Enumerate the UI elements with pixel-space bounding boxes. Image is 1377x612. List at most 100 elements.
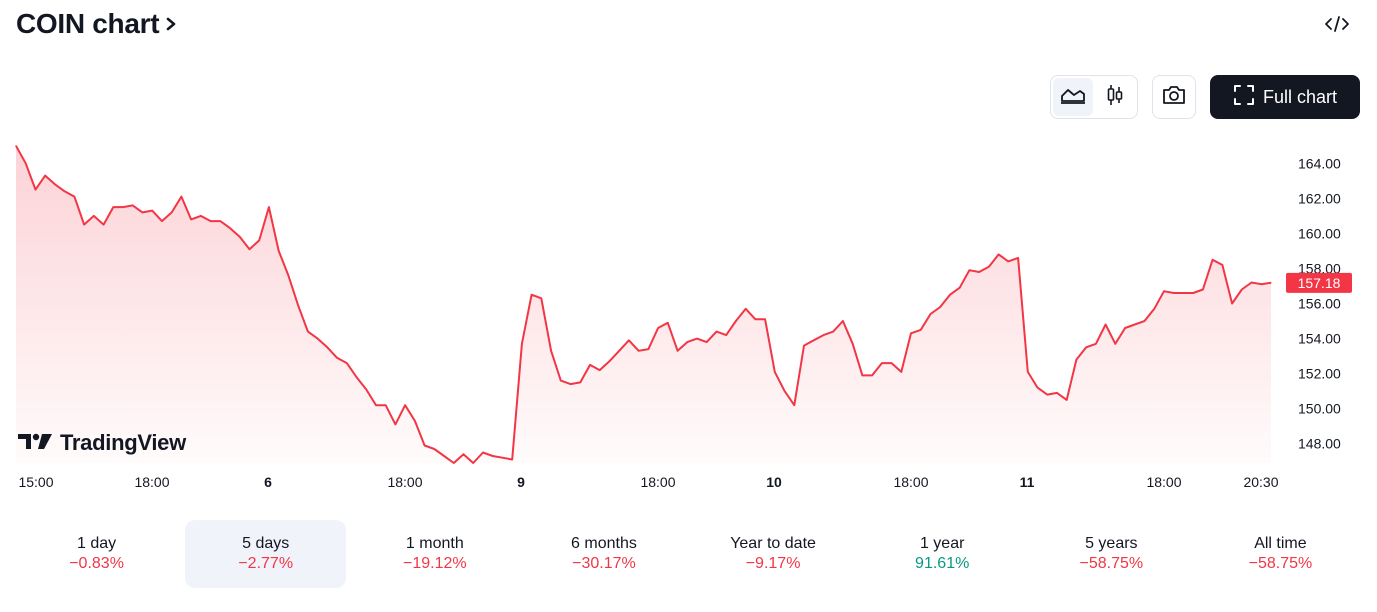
price-point <box>1212 259 1214 261</box>
period-change: −58.75% <box>1079 555 1144 572</box>
price-point <box>1056 392 1058 394</box>
chart-toolbar: Full chart <box>1050 75 1360 119</box>
price-point <box>618 350 620 352</box>
price-point <box>297 304 299 306</box>
price-point <box>521 343 523 345</box>
price-point <box>735 320 737 322</box>
area-chart-button[interactable] <box>1053 78 1093 116</box>
price-point <box>394 423 396 425</box>
code-icon <box>1324 14 1350 39</box>
last-price-badge <box>1286 272 1352 293</box>
price-area-fill <box>16 145 1271 464</box>
price-point <box>725 334 727 336</box>
period-change: −30.17% <box>572 555 636 572</box>
price-point <box>258 239 260 241</box>
period-tab[interactable]: 5 days −2.77% <box>185 520 347 588</box>
period-tab[interactable]: All time −58.75% <box>1200 520 1361 588</box>
price-point <box>920 329 922 331</box>
chart-title-link[interactable]: COIN chart <box>16 8 179 40</box>
y-tick-label: 156.00 <box>1298 296 1341 312</box>
price-chart[interactable]: 164.00 162.00 160.00 158.00 156.00 154.00 152.… <box>0 130 1377 500</box>
price-point <box>93 215 95 217</box>
price-point <box>531 294 533 296</box>
x-tick-label: 11 <box>1020 474 1035 490</box>
price-point <box>968 269 971 271</box>
price-point <box>754 318 757 320</box>
price-point <box>219 220 221 222</box>
price-point <box>492 455 494 457</box>
period-change: −58.75% <box>1248 555 1313 572</box>
price-point <box>1066 399 1068 401</box>
candlestick-icon <box>1104 83 1126 112</box>
price-point <box>1095 343 1097 345</box>
candlestick-chart-button[interactable] <box>1095 78 1135 116</box>
period-label: All time <box>1254 535 1307 552</box>
price-point <box>161 220 163 222</box>
period-change: −19.12% <box>403 555 467 572</box>
period-selector: 1 day −0.83% 5 days −2.77% 1 month −19.12% 6 m… <box>12 520 1365 588</box>
price-point <box>1192 292 1194 294</box>
period-tab[interactable]: 1 day −0.83% <box>16 520 177 588</box>
period-change: −0.83% <box>69 555 124 572</box>
embed-button[interactable] <box>1321 12 1353 40</box>
price-point <box>1134 323 1136 326</box>
price-point <box>764 318 766 320</box>
price-point <box>1105 323 1107 326</box>
period-tab[interactable]: 1 year 91.61% <box>862 520 1023 588</box>
price-point <box>638 350 640 352</box>
price-point <box>793 404 795 406</box>
y-tick-label: 154.00 <box>1298 331 1341 347</box>
x-tick-label: 15:00 <box>18 474 53 490</box>
price-point <box>1027 371 1029 373</box>
price-point <box>54 183 56 185</box>
price-point <box>569 383 572 385</box>
price-point <box>803 345 805 347</box>
price-point <box>589 364 591 366</box>
price-point <box>978 271 980 273</box>
price-point <box>1173 292 1175 294</box>
price-point <box>667 322 669 324</box>
price-point <box>132 204 134 206</box>
price-point <box>73 196 75 198</box>
period-tab[interactable]: 5 years −58.75% <box>1031 520 1192 588</box>
price-point <box>842 320 844 322</box>
price-point <box>443 455 445 457</box>
camera-icon <box>1161 84 1187 111</box>
y-tick-label: 148.00 <box>1298 436 1341 452</box>
x-tick-label: 18:00 <box>134 474 169 490</box>
fullscreen-icon <box>1233 84 1255 111</box>
x-tick-label: 18:00 <box>640 474 675 490</box>
price-point <box>706 341 708 343</box>
period-label: 5 years <box>1085 535 1138 552</box>
price-point <box>1046 394 1048 396</box>
price-point <box>1260 283 1262 285</box>
price-point <box>852 343 854 345</box>
price-point <box>462 453 465 455</box>
price-point <box>83 224 85 226</box>
x-tick-label: 9 <box>517 474 525 490</box>
price-point <box>103 224 105 226</box>
price-point <box>686 341 688 343</box>
price-point <box>424 444 426 447</box>
price-point <box>326 346 328 348</box>
price-point <box>453 462 455 464</box>
price-point <box>15 145 17 147</box>
price-point <box>151 210 153 212</box>
period-tab[interactable]: Year to date −9.17% <box>693 520 854 588</box>
screenshot-button[interactable] <box>1152 75 1196 119</box>
price-point <box>628 339 630 341</box>
full-chart-button[interactable]: Full chart <box>1210 75 1360 119</box>
price-point <box>998 253 1000 255</box>
area-chart-icon <box>1060 85 1086 110</box>
full-chart-label: Full chart <box>1262 86 1338 107</box>
chart-style-toggle <box>1050 75 1138 119</box>
period-tab[interactable]: 6 months −30.17% <box>523 520 684 588</box>
price-point <box>1153 308 1155 310</box>
price-point <box>910 332 912 334</box>
price-point <box>929 313 932 315</box>
period-tab[interactable]: 1 month −19.12% <box>354 520 515 588</box>
price-point <box>900 371 902 373</box>
price-point <box>171 211 173 213</box>
price-point <box>268 206 270 208</box>
price-point <box>1017 257 1019 259</box>
